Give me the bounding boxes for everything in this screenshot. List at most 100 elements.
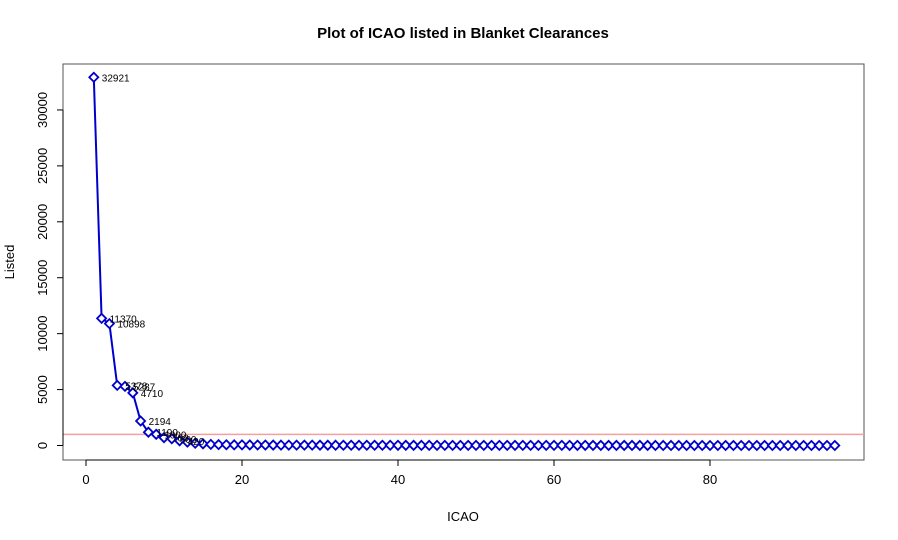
data-point [353,439,365,452]
data-point [314,439,326,451]
data-point [212,438,225,451]
plot-frame [62,63,865,461]
data-point [704,439,716,452]
data-point [751,439,763,452]
data-point [431,439,443,452]
data-label: 10898 [117,320,145,331]
data-point [805,439,818,452]
data-point [797,439,810,452]
data-point [267,439,279,451]
data-point [758,439,771,452]
y-tick-label: 20000 [35,204,50,240]
data-point [345,439,357,452]
chart-title: Plot of ICAO listed in Blanket Clearance… [317,25,609,42]
data-point [322,439,334,451]
data-point [189,437,201,450]
data-point [829,439,841,452]
x-tick-label: 40 [391,472,405,487]
data-point [478,439,490,452]
data-point [197,438,209,450]
data-point [236,439,248,451]
x-tick-label: 60 [547,472,561,487]
y-axis-label: Listed [2,245,17,280]
data-point [602,439,615,452]
data-point [158,431,170,444]
data-point [696,439,708,452]
series-layer [88,71,841,452]
data-point [579,439,591,452]
data-point [329,439,342,451]
data-label: 2194 [149,417,172,428]
data-point [813,439,825,452]
data-point [774,439,786,452]
data-point [298,439,311,451]
data-point [423,439,435,452]
data-point [134,415,147,427]
data-point [103,317,116,330]
data-point [150,428,162,441]
data-point [532,439,545,452]
x-axis-label: ICAO [447,509,479,524]
data-point [782,439,794,452]
data-point [361,439,373,452]
data-point [454,439,467,452]
data-point [205,438,217,451]
axes: 0 20 40 60 80 0 5000 10000 15000 20000 25000 30000 [35,92,717,487]
data-point [688,439,701,452]
y-tick-label: 25000 [35,148,50,184]
data-point [173,435,186,447]
y-tick-label: 30000 [35,92,50,128]
data-point [587,439,599,452]
data-point [446,439,459,452]
data-point [485,439,498,452]
data-point [626,439,638,452]
data-point [439,439,451,452]
series-line [92,77,835,447]
data-point [407,439,420,452]
x-tick-label: 20 [235,472,249,487]
y-tick-label: 15000 [35,260,50,296]
data-point [571,439,584,452]
data-point [470,439,482,452]
data-point [415,439,428,452]
data-point [337,439,350,451]
x-tick-label: 0 [82,472,89,487]
data-label: 1000 [164,430,187,441]
data-point [368,439,381,452]
data-point [657,439,669,452]
data-point [509,439,521,452]
data-label: 700 [172,434,189,445]
data-point [283,439,295,451]
x-tick-label: 80 [703,472,717,487]
y-tick-label: 10000 [35,316,50,352]
data-point [673,439,685,452]
data-point [95,312,108,325]
data-label: 420 [188,437,205,448]
data-point [610,439,623,452]
data-point [680,439,693,452]
data-point [290,439,303,451]
data-point [649,439,662,452]
data-point [228,439,240,451]
data-point [275,439,287,451]
data-label: 600 [180,435,197,446]
data-label: 32921 [102,73,130,84]
data-label: 11370 [110,314,138,325]
data-point [400,439,412,452]
data-point [244,439,256,451]
y-tick-label: 5000 [35,375,50,404]
data-point [634,439,646,452]
data-label: 1190 [156,428,178,439]
data-point [259,439,272,451]
data-point [743,439,755,452]
data-point [392,439,404,452]
data-point [727,439,740,452]
data-label: 5378 [125,381,148,392]
data-point [712,439,724,452]
data-point [517,439,529,452]
data-point [563,439,576,452]
data-point [821,439,833,452]
data-point [524,439,537,452]
